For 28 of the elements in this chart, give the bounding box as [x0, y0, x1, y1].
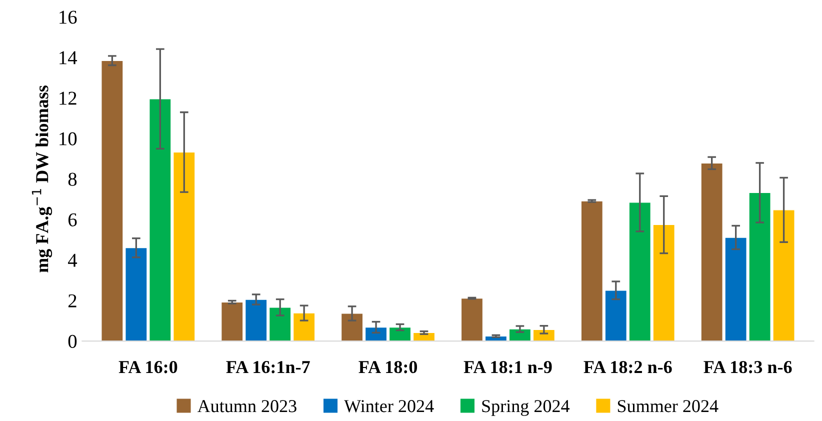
x-tick-label: FA 16:1n-7: [226, 361, 310, 374]
legend-label: Spring 2024: [482, 400, 570, 416]
x-tick-label: FA 18:3 n-6: [704, 360, 792, 374]
y-tick-label: 14: [60, 51, 78, 64]
bar: [388, 326, 412, 342]
bar: [580, 200, 604, 342]
x-tick-label: FA 16:0: [118, 360, 178, 374]
y-tick-label: 16: [60, 10, 77, 24]
y-axis-title: mg FA.g$^{−1}$ DW biomass: [32, 86, 52, 272]
y-tick-label: 4: [68, 254, 78, 267]
legend-label: Winter 2024: [344, 400, 434, 412]
bar: [292, 312, 316, 342]
y-tick-label: 2: [68, 294, 76, 308]
x-tick-label: FA 18:2 n-6: [584, 360, 672, 374]
bar: [508, 328, 532, 342]
legend-label: Autumn 2023: [197, 400, 296, 412]
bar: [340, 313, 364, 342]
y-tick-label: 0: [68, 334, 77, 348]
y-tick-label: 8: [68, 172, 77, 186]
y-tick-label: 10: [60, 132, 77, 146]
bar: [268, 307, 292, 342]
bar: [364, 326, 388, 342]
y-tick-label: 12: [60, 92, 76, 105]
y-tick-label: 6: [68, 213, 77, 226]
legend-label: Summer 2024: [618, 400, 718, 412]
x-tick-label: FA 18:0: [358, 360, 418, 374]
x-tick-label: FA 18:1 n-9: [464, 360, 552, 374]
bar: [460, 298, 484, 342]
